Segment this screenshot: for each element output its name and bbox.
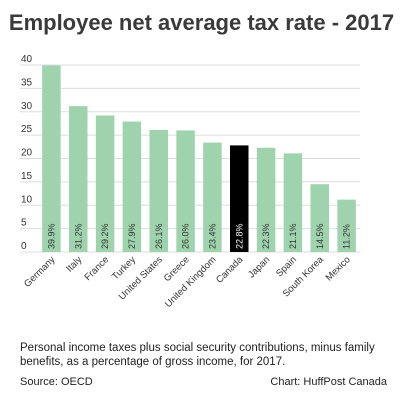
value-label: 14.5% bbox=[315, 223, 325, 249]
source-note: Source: OECD bbox=[20, 376, 93, 388]
y-tick-label: 15 bbox=[21, 171, 33, 182]
value-label: 27.9% bbox=[127, 223, 137, 249]
category-label: France bbox=[83, 254, 112, 283]
value-label: 31.2% bbox=[73, 223, 83, 249]
category-label: Spain bbox=[274, 254, 299, 279]
category-label: Canada bbox=[214, 254, 246, 286]
bar-mexico bbox=[337, 199, 356, 252]
value-label: 11.2% bbox=[342, 224, 352, 249]
y-tick-label: 25 bbox=[21, 124, 33, 135]
y-tick-label: 0 bbox=[21, 241, 27, 252]
chart-caption: Personal income taxes plus social securi… bbox=[20, 342, 375, 368]
y-tick-label: 40 bbox=[21, 54, 33, 65]
bar-chart: 0 5 10 15 20 25 30 35 40 39.9% 31.2% 29.2% 27.9% 26.… bbox=[20, 54, 360, 310]
value-label: 39.9% bbox=[46, 223, 56, 249]
y-tick-label: 20 bbox=[21, 148, 33, 159]
chart-footer: Source: OECD Chart: HuffPost Canada bbox=[20, 376, 387, 388]
value-labels: 39.9% 31.2% 29.2% 27.9% 26.1% 26.0% 23.4% 22.8%… bbox=[46, 223, 351, 249]
bars bbox=[42, 65, 356, 253]
y-tick-label: 30 bbox=[21, 101, 33, 112]
bar-italy bbox=[69, 106, 88, 252]
category-label: Italy bbox=[64, 254, 84, 274]
bar-spain bbox=[283, 153, 303, 252]
value-label: 23.4% bbox=[207, 223, 217, 249]
category-label: Mexico bbox=[324, 254, 353, 283]
y-tick-label: 35 bbox=[21, 77, 33, 88]
value-label: 26.0% bbox=[181, 223, 191, 249]
bar-greece bbox=[176, 130, 195, 252]
bar-germany bbox=[42, 65, 61, 252]
bar-south-korea bbox=[310, 184, 329, 252]
y-tick-label: 5 bbox=[21, 218, 27, 229]
bar-turkey bbox=[122, 121, 142, 252]
category-label: Germany bbox=[22, 254, 58, 290]
bar-canada bbox=[230, 145, 249, 252]
value-label: 22.3% bbox=[261, 223, 271, 249]
value-label: 26.1% bbox=[154, 223, 164, 249]
bar-united-kingdom bbox=[203, 142, 222, 252]
bar-united-states bbox=[149, 129, 168, 252]
y-axis-ticks: 0 5 10 15 20 25 30 35 40 bbox=[21, 54, 33, 252]
chart-credit: Chart: HuffPost Canada bbox=[270, 376, 387, 388]
value-label: 29.2% bbox=[100, 223, 110, 249]
category-label: Japan bbox=[246, 254, 272, 280]
bar-france bbox=[95, 115, 115, 253]
y-tick-label: 10 bbox=[21, 194, 33, 205]
chart-title: Employee net average tax rate - 2017 bbox=[8, 10, 395, 35]
bar-japan bbox=[256, 147, 276, 252]
value-label: 21.1% bbox=[288, 223, 298, 249]
value-label: 22.8% bbox=[234, 223, 244, 249]
